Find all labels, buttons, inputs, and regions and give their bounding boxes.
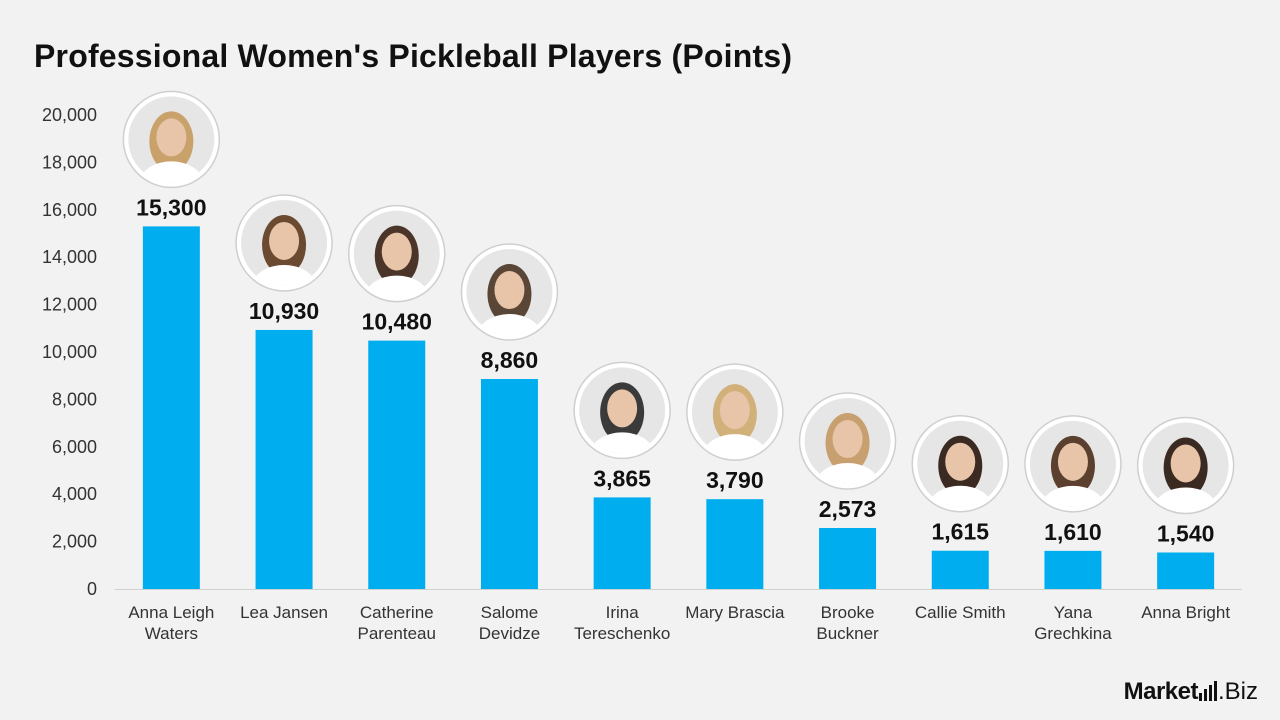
- y-tick-label: 14,000: [42, 247, 97, 267]
- player-avatar: [573, 361, 671, 460]
- bar-value-label: 3,790: [706, 467, 764, 493]
- x-tick-label: Callie Smith: [915, 603, 1006, 622]
- bar-value-label: 3,865: [593, 465, 651, 491]
- bar-value-label: 2,573: [819, 496, 877, 522]
- player-avatar: [911, 414, 1009, 513]
- player-avatar: [686, 363, 784, 461]
- y-tick-label: 20,000: [42, 105, 97, 125]
- bar: [706, 499, 764, 589]
- player-avatar: [348, 204, 446, 303]
- bar-value-label: 1,540: [1157, 521, 1215, 547]
- y-tick-label: 2,000: [52, 532, 97, 552]
- x-tick-label: Lea Jansen: [240, 603, 328, 622]
- bar-value-label: 10,930: [249, 298, 319, 324]
- bar: [368, 340, 426, 589]
- bar: [593, 497, 651, 589]
- avatar-person-icon: [139, 111, 204, 183]
- x-tick-label: Mary Brascia: [685, 603, 785, 622]
- x-tick-label: Waters: [145, 624, 198, 643]
- bar: [255, 329, 313, 589]
- x-tick-label: Salome: [481, 603, 539, 622]
- bar-value-label: 1,610: [1044, 519, 1102, 545]
- avatar-person-icon: [252, 214, 317, 286]
- avatar-person-icon: [702, 384, 767, 456]
- player-avatar: [1024, 415, 1122, 513]
- x-tick-label: Buckner: [816, 624, 879, 643]
- bar-chart-icon: [1198, 681, 1217, 701]
- bar: [1044, 550, 1102, 589]
- x-tick-label: Parenteau: [358, 624, 436, 643]
- brand-name-first: Market: [1123, 678, 1199, 705]
- y-tick-label: 8,000: [52, 389, 97, 409]
- avatar-person-icon: [815, 413, 880, 485]
- x-tick-label: Tereschenko: [574, 624, 670, 643]
- brand-name-second: .Biz: [1217, 678, 1258, 705]
- bar: [480, 379, 538, 589]
- bar: [931, 550, 989, 589]
- avatar-person-icon: [928, 435, 993, 507]
- y-tick-label: 0: [87, 579, 97, 599]
- y-tick-label: 12,000: [42, 295, 97, 315]
- player-avatar: [1136, 416, 1235, 515]
- player-avatar: [460, 243, 559, 341]
- bar: [142, 226, 200, 589]
- bar-value-label: 8,860: [481, 347, 539, 373]
- avatar-person-icon: [1153, 437, 1218, 509]
- x-tick-label: Anna Bright: [1141, 603, 1230, 622]
- x-tick-label: Yana: [1054, 603, 1093, 622]
- avatar-person-icon: [364, 225, 429, 297]
- player-avatar: [235, 194, 333, 292]
- x-tick-label: Irina: [606, 603, 640, 622]
- x-tick-label: Anna Leigh: [128, 603, 214, 622]
- bar-value-label: 1,615: [931, 519, 989, 545]
- player-avatar: [122, 90, 221, 189]
- bar-value-label: 15,300: [136, 194, 206, 220]
- y-tick-label: 6,000: [52, 437, 97, 457]
- bar: [1157, 552, 1215, 589]
- x-tick-label: Brooke: [821, 603, 875, 622]
- avatar-person-icon: [477, 264, 542, 336]
- y-tick-label: 18,000: [42, 152, 97, 172]
- avatar-person-icon: [590, 382, 655, 454]
- x-tick-label: Catherine: [360, 603, 434, 622]
- x-tick-label: Devidze: [479, 624, 540, 643]
- y-tick-label: 10,000: [42, 342, 97, 362]
- avatar-person-icon: [1040, 435, 1105, 507]
- brand-logo: Market .Biz: [1124, 678, 1258, 706]
- x-tick-label: Grechkina: [1034, 624, 1112, 643]
- y-tick-label: 16,000: [42, 200, 97, 220]
- player-avatar: [798, 392, 897, 490]
- bar-value-label: 10,480: [362, 309, 432, 335]
- bar: [819, 528, 877, 589]
- chart-title: Professional Women's Pickleball Players …: [34, 38, 793, 74]
- y-tick-label: 4,000: [52, 484, 97, 504]
